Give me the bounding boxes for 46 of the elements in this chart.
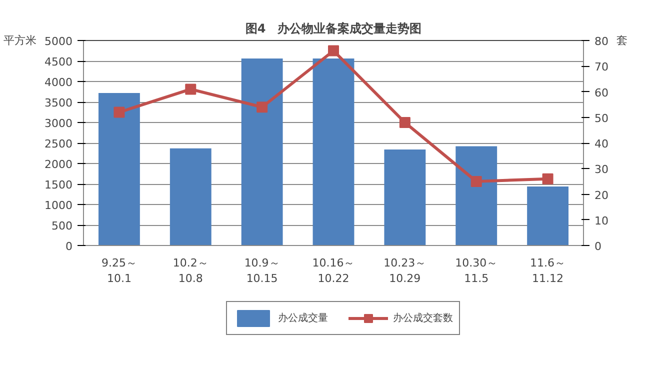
y-axis-title: 平方米 [4, 34, 37, 47]
y-tick-label: 3000 [44, 117, 73, 130]
y2-tick-label: 0 [594, 240, 602, 253]
y-tick-label: 500 [52, 220, 73, 232]
y2-tick-label: 70 [594, 60, 608, 74]
bar [312, 58, 354, 246]
x-tick-label: 11.6～ 11.12 [530, 256, 566, 286]
x-tick-label: 9.25～ 10.1 [101, 256, 137, 286]
y-tick-label: 1000 [44, 199, 73, 212]
y2-tick-label: 80 [594, 35, 608, 48]
bar [527, 186, 568, 246]
bar [384, 150, 426, 246]
x-tick-label: 10.9～ 10.15 [244, 256, 280, 286]
bar [456, 146, 498, 246]
x-tick-label: 10.23～ 10.29 [384, 256, 426, 286]
x-tick-label: 10.2～ 10.8 [172, 256, 208, 286]
bar [170, 148, 212, 246]
point [470, 176, 482, 187]
point [542, 173, 554, 184]
y-tick-label: 2500 [44, 138, 73, 150]
point [328, 45, 339, 56]
legend-label: 办公成交套数 [393, 312, 453, 325]
y-tick-label: 5000 [44, 35, 73, 48]
y-tick-label: 4000 [44, 76, 73, 89]
y2-axis-title: 套 [616, 34, 628, 47]
y-tick-label: 1500 [44, 178, 73, 192]
y2-tick-label: 60 [594, 86, 608, 100]
legend-label: 办公成交量 [278, 312, 328, 325]
y-tick-label: 3500 [44, 96, 73, 110]
y-tick-label: 4500 [44, 56, 73, 68]
point [399, 117, 410, 128]
y2-tick-label: 40 [594, 138, 608, 150]
bar [98, 92, 140, 246]
chart-title: 图4 办公物业备案成交量走势图 [245, 22, 422, 36]
point [256, 102, 268, 113]
y2-tick-label: 30 [594, 163, 608, 176]
point [185, 84, 196, 95]
point [114, 106, 125, 118]
y2-tick-label: 20 [594, 188, 608, 202]
x-tick-label: 10.16～ 10.22 [312, 256, 355, 286]
y2-tick-label: 50 [594, 112, 608, 125]
y-tick-label: 0 [66, 240, 72, 253]
y-tick-label: 2000 [44, 158, 73, 171]
bar [241, 58, 283, 246]
y2-tick-label: 10 [594, 214, 608, 228]
x-tick-label: 10.30～ 11.5 [455, 256, 498, 286]
